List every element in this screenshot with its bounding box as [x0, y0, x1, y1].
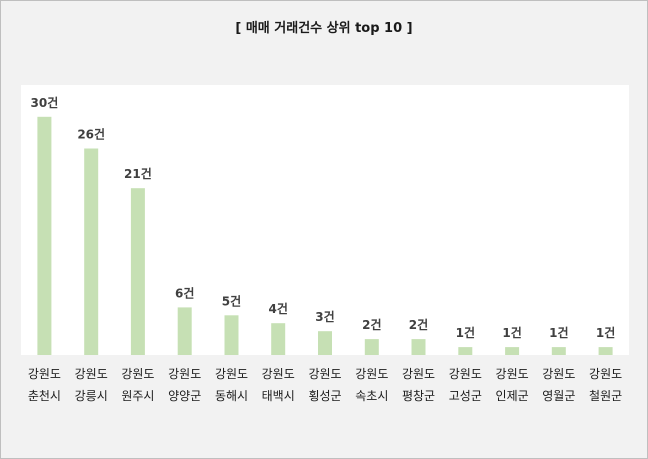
data-label-1: 26건	[77, 127, 105, 142]
bar-9	[458, 347, 473, 355]
data-label-9: 1건	[456, 325, 475, 340]
bar-5	[271, 323, 286, 355]
category-label-9-1: 고성군	[449, 389, 482, 403]
category-label-0-0: 강원도	[28, 367, 61, 381]
bar-3	[177, 307, 192, 355]
category-label-12-0: 강원도	[589, 367, 622, 381]
bar-11	[551, 347, 566, 355]
category-label-11-0: 강원도	[542, 367, 575, 381]
bar-0	[37, 116, 52, 355]
data-label-11: 1건	[549, 325, 568, 340]
category-label-8-0: 강원도	[402, 367, 435, 381]
data-label-0: 30건	[31, 95, 59, 110]
category-label-12-1: 철원군	[589, 389, 622, 403]
bar-2	[130, 188, 145, 355]
category-label-2-0: 강원도	[121, 367, 154, 381]
category-label-9-0: 강원도	[449, 367, 482, 381]
category-label-11-1: 영월군	[542, 389, 575, 403]
bar-12	[598, 347, 613, 355]
data-label-7: 2건	[362, 317, 381, 332]
category-label-8-1: 평창군	[402, 389, 435, 403]
bar-10	[505, 347, 520, 355]
category-label-5-0: 강원도	[262, 367, 295, 381]
data-label-3: 6건	[175, 285, 194, 300]
bar-4	[224, 315, 239, 355]
data-label-12: 1건	[596, 325, 615, 340]
category-label-4-0: 강원도	[215, 367, 248, 381]
category-label-10-1: 인제군	[496, 389, 529, 403]
bar-6	[318, 331, 332, 355]
data-label-6: 3건	[315, 309, 334, 324]
bar-7	[364, 339, 379, 355]
category-label-7-0: 강원도	[355, 367, 388, 381]
category-label-7-1: 속초시	[355, 389, 388, 403]
data-label-8: 2건	[409, 317, 428, 332]
category-label-5-1: 태백시	[262, 389, 295, 403]
data-label-10: 1건	[502, 325, 521, 340]
bar-8	[411, 339, 426, 355]
category-label-1-1: 강릉시	[75, 389, 108, 403]
data-label-5: 4건	[269, 301, 288, 316]
bar-1	[84, 148, 99, 355]
chart-title: [ 매매 거래건수 상위 top 10 ]	[235, 21, 413, 36]
category-label-6-0: 강원도	[308, 367, 341, 381]
category-label-2-1: 원주시	[121, 389, 154, 403]
category-label-3-1: 양양군	[168, 389, 201, 403]
data-label-2: 21건	[124, 166, 152, 181]
category-label-1-0: 강원도	[75, 367, 108, 381]
data-label-4: 5건	[222, 293, 241, 308]
category-label-4-1: 동해시	[215, 389, 248, 403]
category-label-6-1: 횡성군	[308, 389, 341, 403]
category-label-10-0: 강원도	[496, 367, 529, 381]
category-label-0-1: 춘천시	[28, 388, 61, 403]
plot-area	[21, 85, 629, 355]
category-label-3-0: 강원도	[168, 367, 201, 381]
